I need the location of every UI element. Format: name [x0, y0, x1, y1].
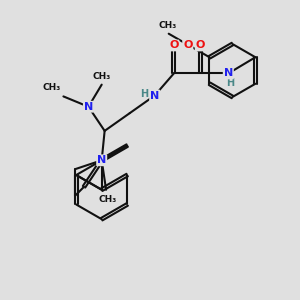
Text: N: N — [224, 68, 233, 78]
Text: O: O — [196, 40, 205, 50]
Text: CH₃: CH₃ — [93, 72, 111, 81]
Text: N: N — [97, 155, 106, 165]
Text: CH₃: CH₃ — [98, 195, 117, 204]
Text: H: H — [140, 89, 148, 99]
Text: CH₃: CH₃ — [42, 83, 61, 92]
Text: O: O — [183, 40, 193, 50]
Text: CH₃: CH₃ — [158, 21, 176, 30]
Text: N: N — [84, 102, 93, 112]
Text: N: N — [150, 91, 159, 100]
Text: O: O — [169, 40, 178, 50]
Text: H: H — [226, 78, 234, 88]
